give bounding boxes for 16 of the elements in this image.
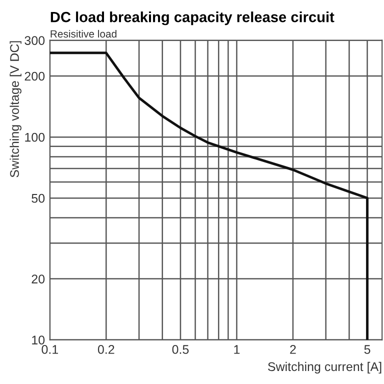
y-tick-label: 200 <box>24 72 45 81</box>
x-tick-label: 5 <box>364 345 370 354</box>
y-axis-title: Switching voltage [V DC] <box>10 41 22 178</box>
x-axis-title: Switching current [A] <box>268 362 382 374</box>
y-tick-label: 10 <box>32 336 45 344</box>
y-tick-label: 50 <box>32 194 45 203</box>
x-tick-label: 0.2 <box>98 345 114 354</box>
x-tick-label: 0.5 <box>172 345 189 354</box>
x-tick-label: 2 <box>290 345 296 354</box>
y-tick-label: 100 <box>25 132 45 142</box>
x-tick-label: 0.1 <box>42 345 58 354</box>
chart-title: DC load breaking capacity release circuit <box>50 12 334 26</box>
chart-subtitle: Resisitive load <box>50 30 116 38</box>
x-tick-label: 1 <box>234 345 240 354</box>
y-tick-label: 300 <box>24 36 45 45</box>
y-tick-label: 20 <box>32 274 45 284</box>
